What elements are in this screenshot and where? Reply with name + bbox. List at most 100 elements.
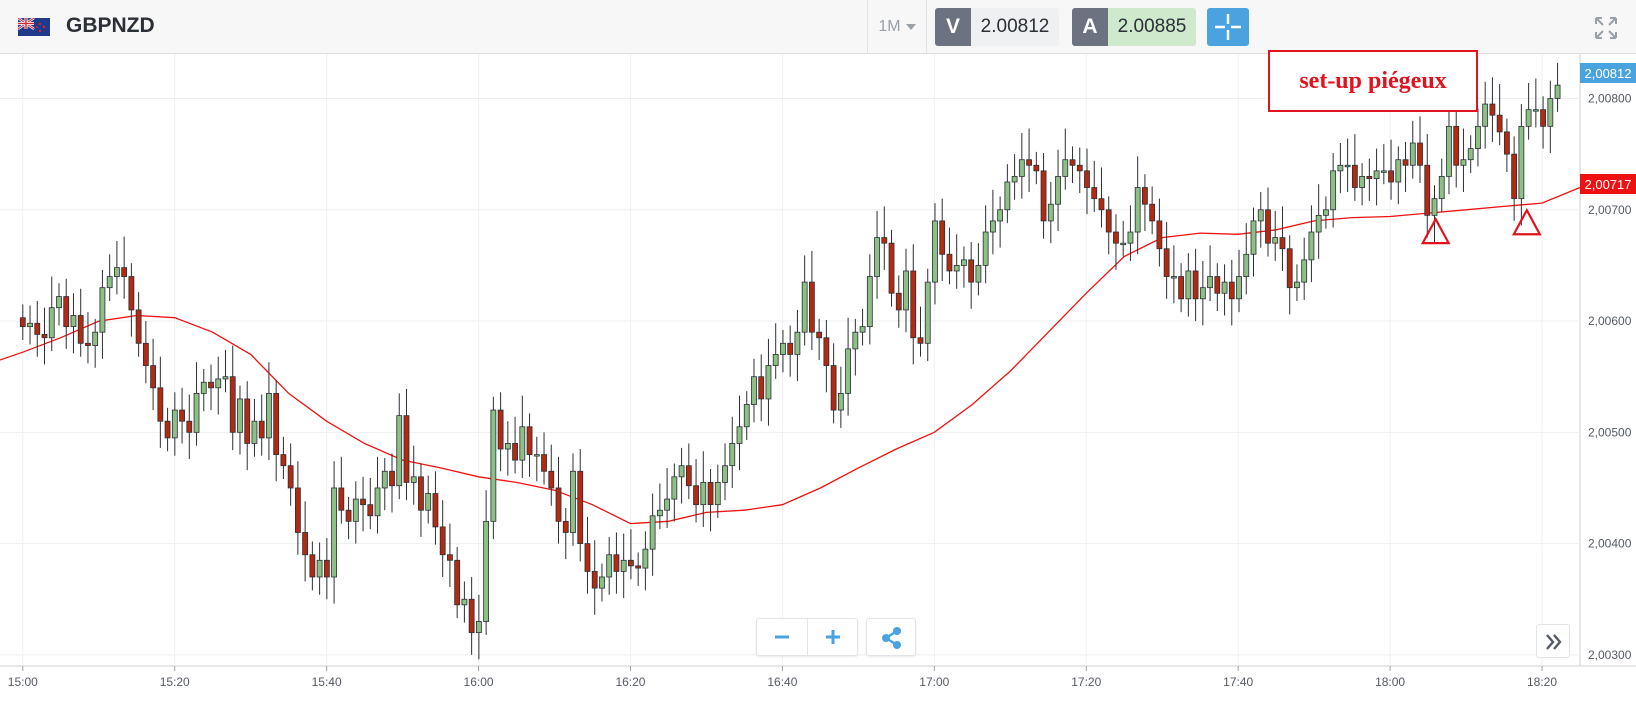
candle-body-bear: [85, 342, 91, 346]
candle-body-bull: [237, 398, 243, 433]
candle: [179, 387, 185, 444]
candle: [92, 318, 99, 368]
candle-body-bull: [475, 621, 482, 634]
candle-body-bear: [41, 334, 48, 339]
candle: [751, 358, 757, 423]
candle-body-bull: [837, 392, 844, 411]
candle: [997, 196, 1004, 248]
candle-body-bull: [1323, 209, 1329, 216]
triangle-up-marker: [1420, 216, 1451, 245]
candle-body-bear: [1214, 276, 1221, 294]
candle-body-bear: [1503, 131, 1510, 155]
candle: [1395, 146, 1402, 205]
candle-body-bull: [866, 276, 873, 328]
candle-body-bear: [613, 554, 620, 572]
candle: [1040, 153, 1047, 239]
candle: [656, 483, 663, 530]
candle: [1047, 181, 1054, 244]
candle: [859, 308, 866, 346]
candle-body-bull: [1547, 98, 1554, 127]
candle-body-bull: [714, 481, 721, 506]
candle-body-bear: [186, 420, 193, 433]
candle-body-bull: [1438, 176, 1445, 200]
candle-body-bear: [1163, 248, 1170, 277]
candle-body-bull: [700, 481, 707, 506]
candle-body-bull: [410, 476, 417, 483]
candle: [1221, 264, 1228, 316]
candle: [1127, 205, 1134, 261]
zoom-in-button[interactable]: [807, 619, 857, 655]
candle-body-bull: [48, 307, 55, 339]
candle: [816, 318, 823, 360]
candle: [1192, 248, 1199, 322]
candle-body-bear: [808, 281, 815, 333]
candle-body-bull: [1373, 170, 1380, 180]
candle-body-bear: [447, 554, 453, 561]
candle: [823, 319, 830, 393]
candle: [222, 349, 229, 393]
sell-button[interactable]: V 2.00812: [935, 8, 1059, 46]
candle: [251, 398, 258, 457]
candle-body-bull: [1395, 159, 1402, 183]
price-chart[interactable]: 2,00300 2,00400 2,00500 2,00600 2,00700 2,008…: [0, 54, 1636, 728]
candle: [150, 338, 156, 411]
candle-body-bull: [989, 220, 996, 233]
candle: [1033, 151, 1040, 185]
candle: [1279, 206, 1286, 271]
candle-body-bull: [1431, 198, 1438, 216]
candle-body-bull: [266, 392, 272, 439]
candle-body-bear: [157, 387, 164, 422]
x-tick-label: 18:20: [1527, 675, 1557, 689]
crosshair-button[interactable]: [1207, 8, 1249, 46]
candle: [874, 210, 880, 299]
candle-body-bull: [200, 381, 207, 394]
candle-body-bear: [628, 559, 634, 567]
share-button[interactable]: [866, 618, 916, 656]
gb-nz-flag-icon: [18, 18, 50, 36]
candle: [1069, 146, 1076, 184]
candle: [396, 393, 403, 500]
candle-body-bull: [92, 331, 99, 346]
candle: [27, 305, 33, 345]
candle: [1301, 237, 1308, 300]
buy-button[interactable]: A 2.00885: [1072, 8, 1196, 46]
candle-body-bear: [258, 420, 265, 439]
candle: [1026, 128, 1032, 192]
candle-body-bull: [1344, 164, 1351, 168]
candle: [338, 456, 345, 524]
candle-body-bull: [932, 220, 938, 283]
candle: [794, 309, 801, 382]
candle-body-bull: [1185, 270, 1192, 300]
candle: [917, 306, 924, 357]
expand-icon[interactable]: [1592, 14, 1620, 42]
candle: [1228, 259, 1235, 326]
moving-average-line: [0, 186, 1581, 525]
candle: [946, 227, 953, 285]
scroll-to-end-button[interactable]: [1536, 624, 1570, 658]
candle-body-bear: [1388, 170, 1394, 183]
x-tick-label: 17:00: [919, 675, 949, 689]
candle-body-bull: [1301, 259, 1308, 283]
candle-body-bear: [287, 465, 294, 489]
y-tick-label: 2,00800: [1588, 92, 1632, 106]
candle: [1250, 207, 1257, 277]
timeframe-selector[interactable]: 1M: [867, 0, 927, 54]
candle: [381, 457, 388, 511]
candle-body-bear: [63, 296, 70, 328]
candle: [1257, 191, 1264, 248]
candle-body-bull: [1315, 214, 1322, 233]
candle-body-bull: [678, 465, 685, 478]
candle-body-bull: [1482, 103, 1489, 127]
candle-body-bull: [772, 354, 779, 366]
candle-body-bull: [1199, 287, 1206, 300]
candle-body-bull: [1272, 237, 1279, 244]
candle: [526, 413, 533, 477]
candle-body-bear: [1026, 159, 1032, 166]
candle-body-bear: [454, 559, 461, 606]
candle-body-bear: [830, 365, 837, 411]
candle: [743, 391, 750, 441]
candle-body-bull: [642, 548, 649, 569]
zoom-out-button[interactable]: [757, 619, 807, 655]
candle: [1265, 187, 1271, 257]
candle: [99, 269, 106, 359]
